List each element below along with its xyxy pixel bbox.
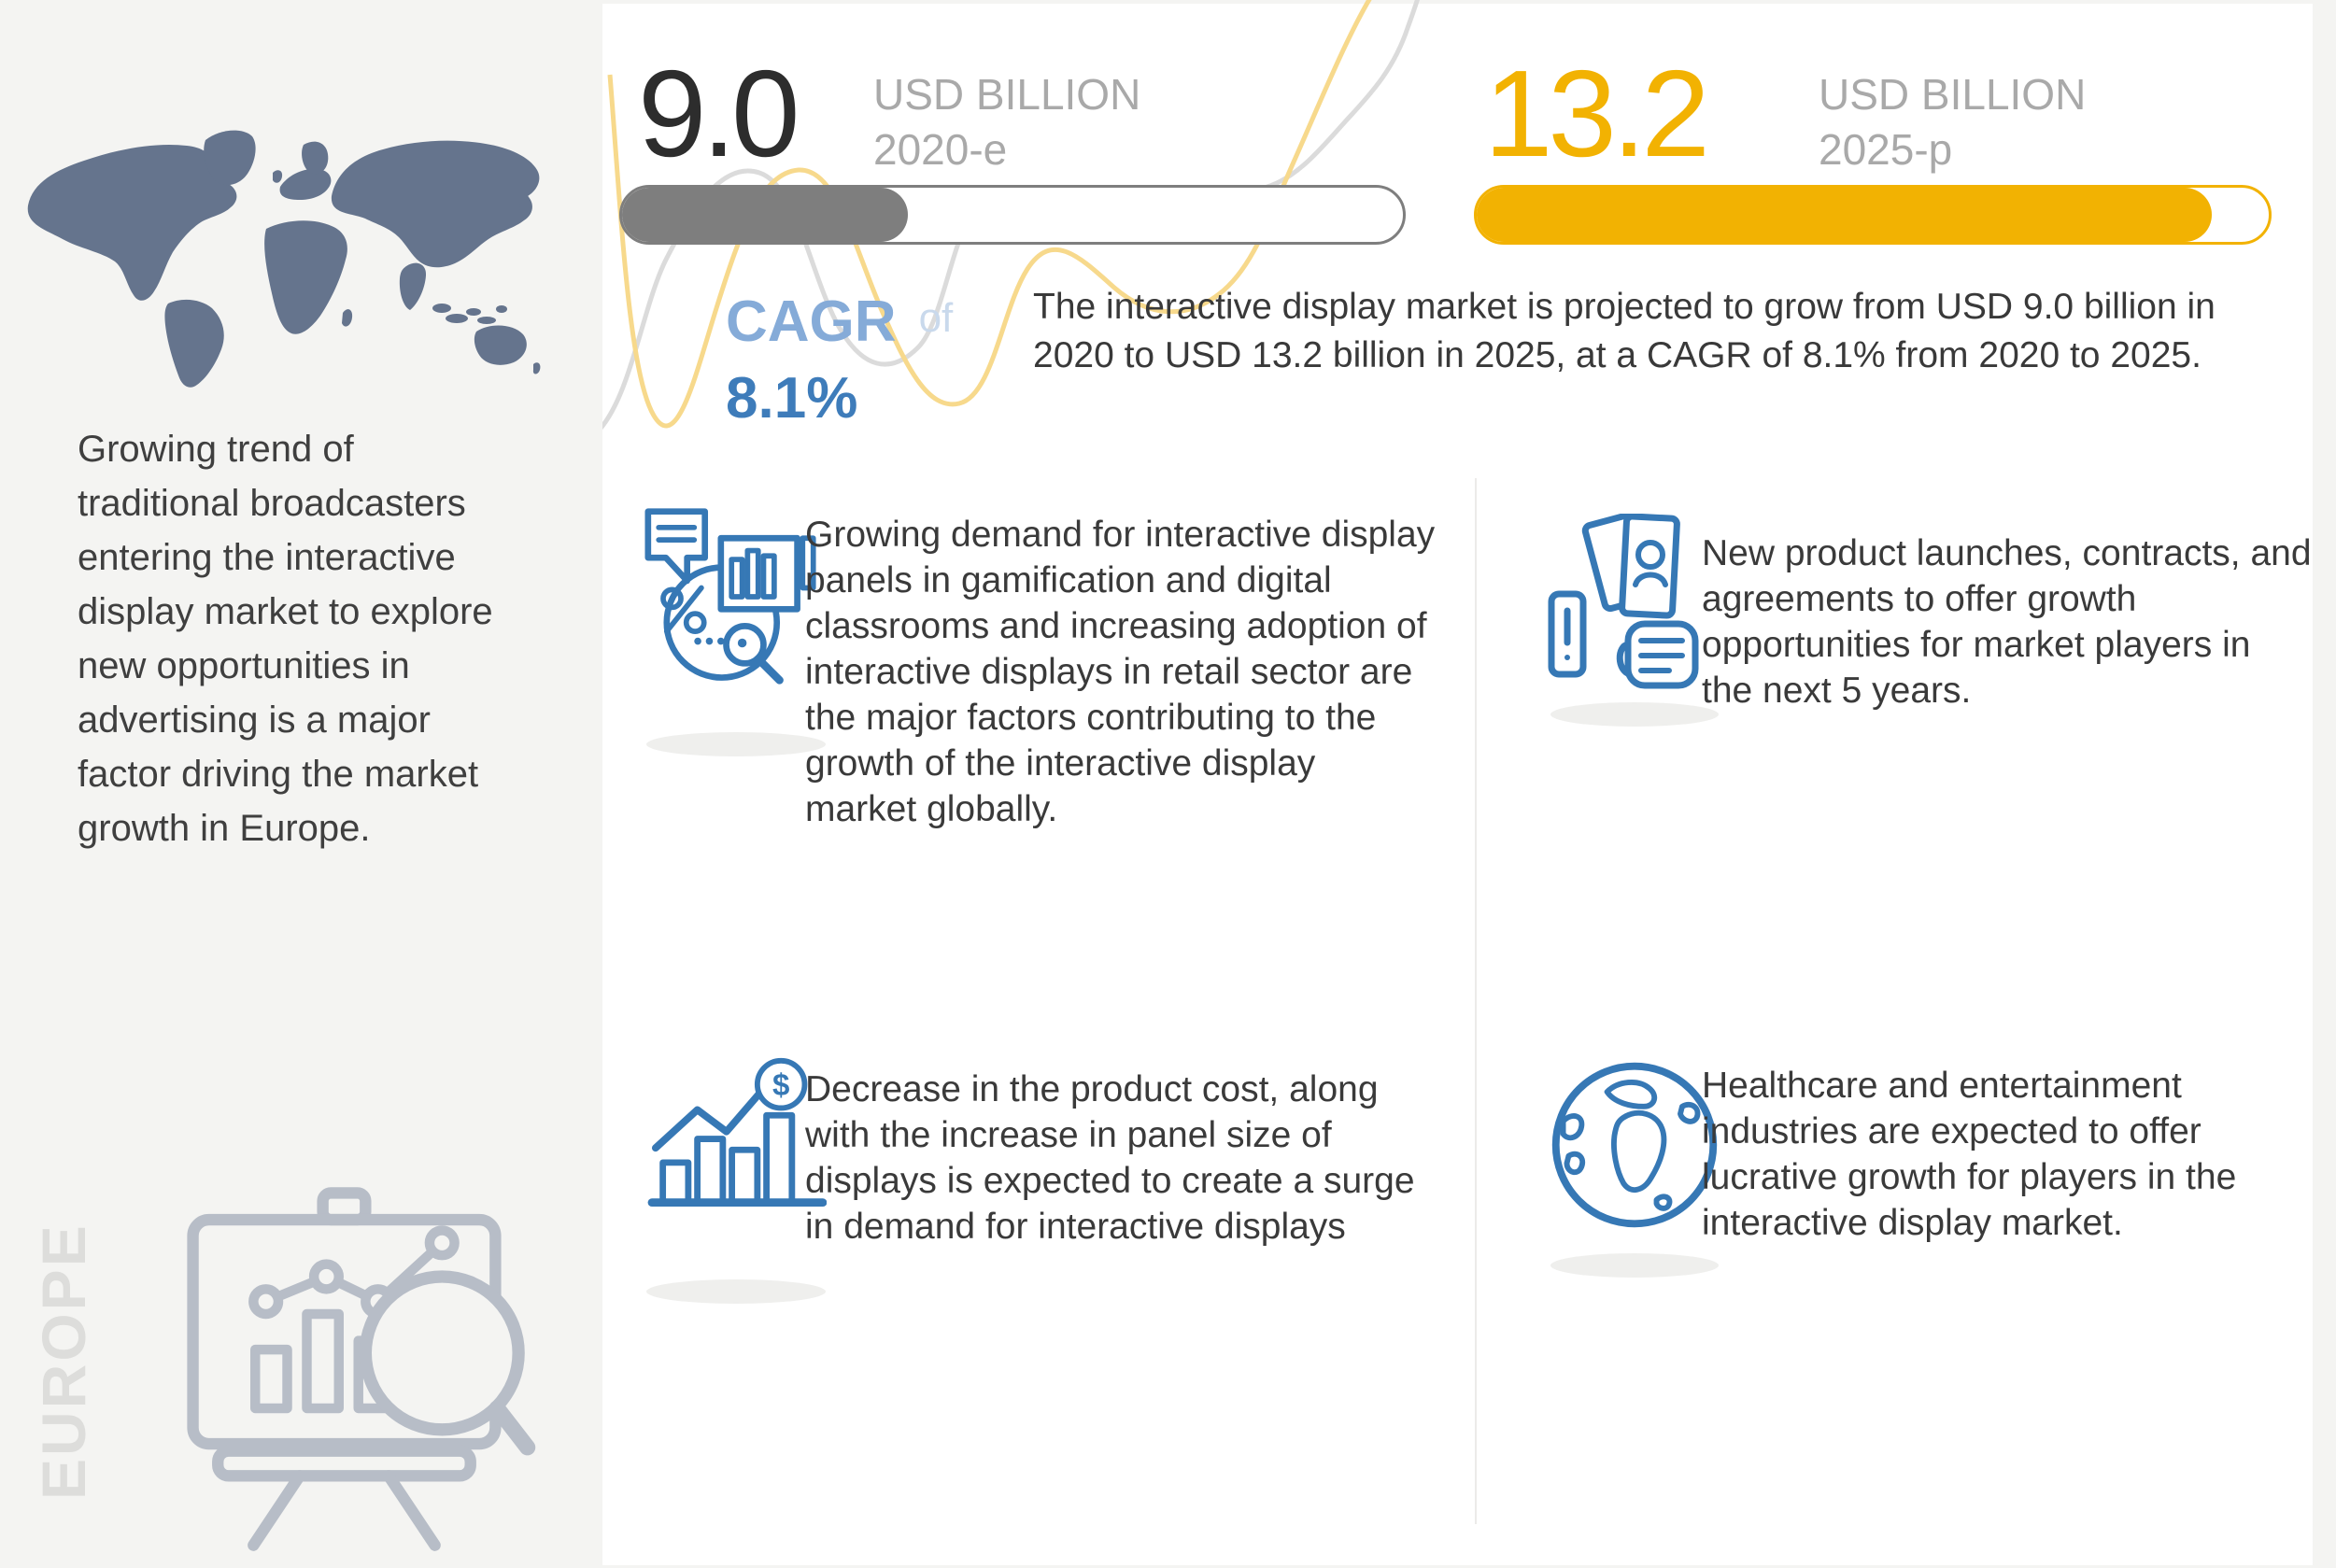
cagr-label: CAGR: [726, 290, 897, 354]
icon-shadow: [1550, 1253, 1719, 1278]
cagr-value: 8.1%: [726, 366, 858, 431]
growth-cost-icon: $: [647, 1057, 827, 1208]
region-label: EUROPE: [29, 1222, 98, 1500]
africa: [264, 220, 347, 334]
insight-text-industries: Healthcare and entertainment industries …: [1702, 1066, 2237, 1243]
current-unit: USD BILLION: [873, 70, 1141, 119]
insight-text-demand: Decrease in the product cost, along with…: [805, 1069, 1415, 1247]
cagr-block: CAGR of 8.1%: [726, 291, 953, 430]
sidebar-note: Growing trend of traditional broadcaster…: [78, 429, 493, 849]
cagr-connector: of: [918, 295, 954, 341]
india: [399, 262, 427, 310]
projected-period: 2025-p: [1819, 125, 1953, 174]
column-divider: [1475, 478, 1477, 1524]
icon-shadow: [646, 1279, 826, 1304]
projected-market-value: 13.2: [1484, 45, 1710, 182]
south-america: [164, 299, 224, 388]
insight-text-opportunities: New product launches, contracts, and agr…: [1702, 533, 2312, 711]
world-map-image: [27, 130, 541, 388]
money-hand-icon: [1548, 514, 1699, 689]
greenland: [204, 130, 256, 186]
market-summary: The interactive display market is projec…: [1033, 287, 2216, 375]
new-zealand: [532, 362, 541, 374]
current-progress-fill: [622, 188, 908, 242]
market-analytics-icon: [644, 508, 816, 685]
british-isles: [273, 170, 283, 183]
current-market-value: 9.0: [638, 45, 800, 182]
projected-progress-bar: [1474, 185, 2272, 245]
projected-unit: USD BILLION: [1819, 70, 2087, 119]
australia: [474, 325, 527, 365]
north-america: [27, 144, 237, 301]
madagascar: [342, 309, 353, 327]
icon-shadow: [646, 732, 826, 756]
content-panel-background: [602, 4, 2313, 1565]
presentation-chart-icon: [187, 1187, 536, 1551]
scandinavia: [302, 141, 329, 175]
europe: [279, 168, 332, 200]
current-progress-bar: [619, 185, 1406, 245]
current-value-label: USD BILLION 2020-e: [873, 67, 1140, 177]
projected-progress-fill: [1477, 188, 2212, 242]
svg-text:$: $: [772, 1068, 789, 1103]
current-period: 2020-e: [873, 125, 1008, 174]
icon-shadow: [1550, 702, 1719, 727]
insight-text-drivers: Growing demand for interactive display p…: [805, 515, 1436, 829]
globe-icon: [1551, 1062, 1718, 1228]
asia: [331, 140, 540, 268]
projected-value-label: USD BILLION 2025-p: [1819, 67, 2086, 177]
